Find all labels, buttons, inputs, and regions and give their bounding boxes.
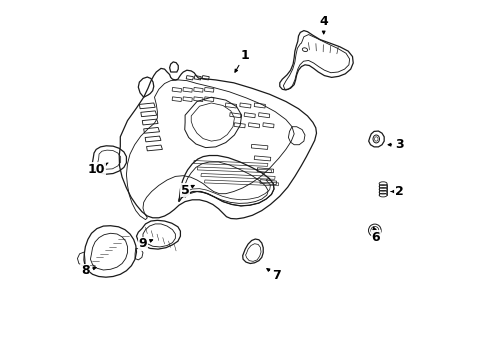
Text: 5: 5: [181, 184, 194, 197]
Text: 9: 9: [139, 237, 152, 250]
Text: 6: 6: [371, 227, 380, 244]
Text: 8: 8: [81, 264, 96, 277]
Text: 7: 7: [266, 269, 281, 282]
Text: 1: 1: [234, 49, 248, 72]
Text: 4: 4: [319, 15, 327, 34]
Text: 3: 3: [387, 138, 403, 151]
Text: 10: 10: [87, 163, 108, 176]
Text: 2: 2: [390, 185, 403, 198]
